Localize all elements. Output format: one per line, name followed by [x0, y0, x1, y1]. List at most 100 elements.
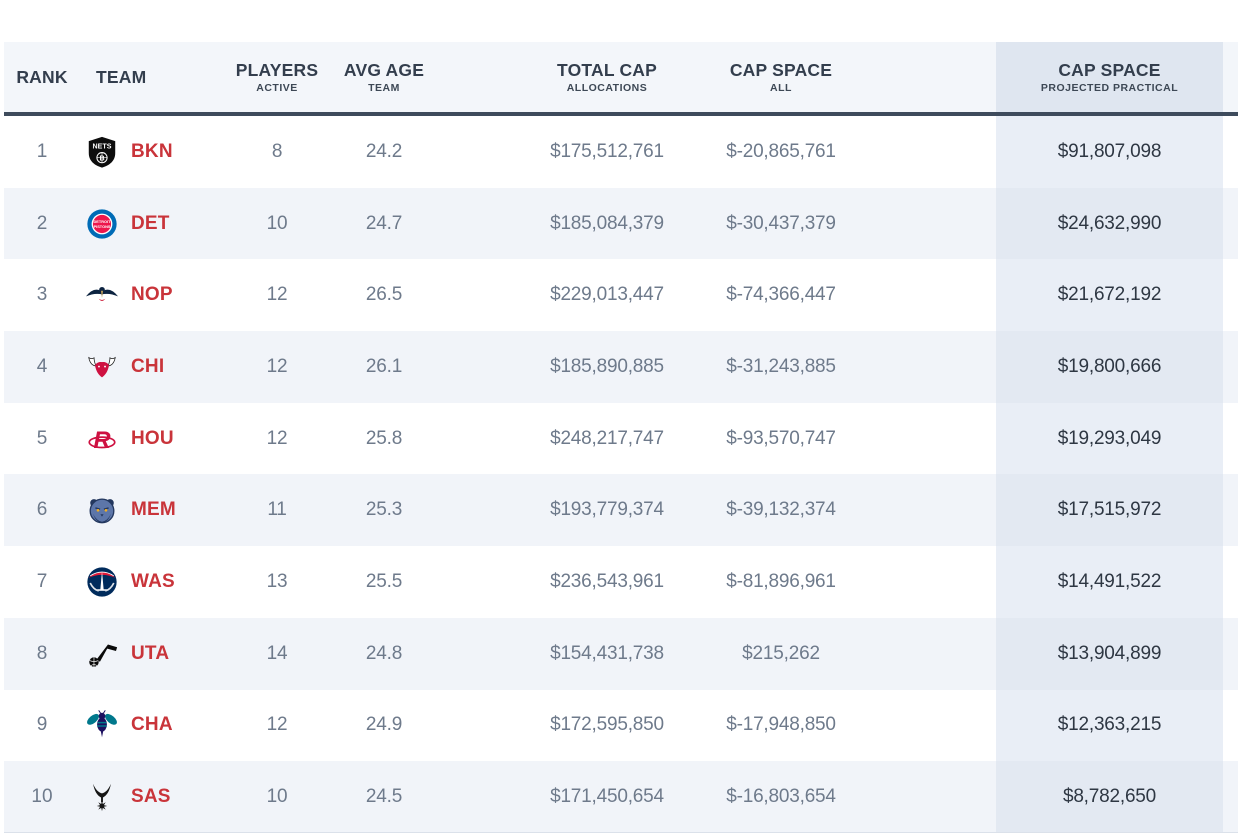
players-active-cell: 12	[266, 714, 288, 736]
rank-cell: 2	[36, 212, 48, 234]
cap-space-all-cell: $-16,803,654	[726, 785, 836, 807]
total-cap-cell: $229,013,447	[550, 284, 664, 306]
players-active-cell: 13	[266, 570, 288, 592]
cap-space-table: RANK TEAM PLAYERS ACTIVE AVG AGE TEAM TO…	[4, 42, 1238, 833]
column-header-team[interactable]: TEAM	[96, 66, 147, 87]
team-abbreviation[interactable]: MEM	[131, 499, 176, 521]
rank-cell: 1	[36, 140, 48, 162]
total-cap-cell: $171,450,654	[550, 785, 664, 807]
avg-age-cell: 26.5	[365, 284, 403, 306]
row-spacer	[1223, 259, 1238, 331]
players-active-cell: 10	[266, 785, 288, 807]
grizzlies-logo	[85, 493, 119, 527]
row-spacer	[1223, 331, 1238, 403]
nets-logo: NETS B	[88, 136, 116, 168]
cap-space-projected-cell: $24,632,990	[996, 187, 1223, 260]
column-header-players[interactable]: PLAYERS ACTIVE	[235, 59, 319, 95]
team-abbreviation[interactable]: HOU	[131, 427, 174, 449]
table-row: 7 WAS 13 25.5 $236,543,961 $-81,896,961 …	[4, 546, 1238, 618]
team-abbreviation[interactable]: SAS	[131, 785, 171, 807]
cap-space-all-cell: $-81,896,961	[726, 570, 836, 592]
row-spacer	[868, 331, 996, 403]
cap-space-all-cell: $-20,865,761	[726, 140, 836, 162]
team-abbreviation[interactable]: BKN	[131, 140, 173, 162]
cap-space-projected-cell: $21,672,192	[996, 259, 1223, 332]
cap-space-projected-cell: $19,800,666	[996, 331, 1223, 403]
avg-age-cell: 25.3	[365, 499, 403, 521]
team-cell[interactable]: UTA	[80, 618, 224, 690]
cap-space-all-cell: $215,262	[742, 642, 820, 664]
rank-cell: 6	[36, 499, 48, 521]
team-abbreviation[interactable]: WAS	[131, 570, 175, 592]
row-spacer	[438, 690, 520, 762]
team-abbreviation[interactable]: CHI	[131, 355, 165, 377]
column-header-cap-space-projected[interactable]: CAP SPACE PROJECTED PRACTICAL	[996, 42, 1223, 112]
team-cell[interactable]: NOP	[80, 259, 224, 331]
svg-text:R: R	[93, 428, 110, 454]
svg-text:DETROIT: DETROIT	[94, 218, 112, 223]
cap-space-all-cell: $-17,948,850	[726, 714, 836, 736]
total-cap-cell: $175,512,761	[550, 140, 664, 162]
row-spacer	[438, 331, 520, 403]
column-header-rank[interactable]: RANK	[16, 66, 68, 87]
row-spacer	[438, 761, 520, 832]
row-spacer	[868, 403, 996, 475]
row-spacer	[868, 618, 996, 690]
cap-space-projected-cell: $19,293,049	[996, 402, 1223, 475]
team-cell[interactable]: CHA	[80, 690, 224, 762]
team-abbreviation[interactable]: UTA	[131, 642, 170, 664]
table-row: 6 MEM 11 25.3 $193,779,374 $-39,132,374 …	[4, 474, 1238, 547]
table-row: 9 CHA 12 24.9 $172,595,850 $-17,948,850 …	[4, 689, 1238, 762]
nets-logo: NETS B	[85, 135, 119, 169]
total-cap-cell: $236,543,961	[550, 570, 664, 592]
players-active-cell: 10	[266, 212, 288, 234]
cap-space-projected-cell: $13,904,899	[996, 617, 1223, 690]
row-spacer	[868, 546, 996, 618]
team-cell[interactable]: WAS	[80, 546, 224, 618]
jazz-logo	[85, 637, 119, 671]
team-cell[interactable]: CHI	[80, 331, 224, 403]
row-spacer	[1223, 474, 1238, 546]
table-header: RANK TEAM PLAYERS ACTIVE AVG AGE TEAM TO…	[4, 42, 1238, 116]
total-cap-cell: $185,084,379	[550, 212, 664, 234]
row-spacer	[868, 116, 996, 188]
pelicans-logo	[85, 287, 119, 302]
team-cell[interactable]: R HOU	[80, 403, 224, 475]
rank-cell: 4	[36, 355, 48, 377]
column-header-cap-space-all[interactable]: CAP SPACE ALL	[729, 59, 833, 95]
rank-cell: 7	[36, 570, 48, 592]
table-row: 8 UTA 14 24.8 $154,431,738 $215,262 $13,…	[4, 617, 1238, 690]
wizards-logo	[87, 567, 117, 597]
avg-age-cell: 24.2	[365, 140, 403, 162]
team-cell[interactable]: SAS	[80, 761, 224, 832]
team-cell[interactable]: MEM	[80, 474, 224, 546]
rank-cell: 5	[36, 427, 48, 449]
column-header-avg-age[interactable]: AVG AGE TEAM	[343, 59, 425, 95]
players-active-cell: 8	[271, 140, 283, 162]
bulls-logo	[88, 356, 116, 378]
table-row: 1 NETS B BKN 8 24.2 $175,512,761 $-20,86…	[4, 116, 1238, 188]
row-spacer	[438, 618, 520, 690]
team-abbreviation[interactable]: DET	[131, 212, 170, 234]
table-row: 5 R HOU 12 25.8 $248,217,747 $-93,570,74…	[4, 402, 1238, 475]
rank-cell: 3	[36, 284, 48, 306]
rockets-logo: R	[85, 422, 119, 456]
total-cap-cell: $193,779,374	[550, 499, 664, 521]
cap-space-projected-cell: $14,491,522	[996, 546, 1223, 618]
header-spacer	[438, 42, 520, 112]
column-header-total-cap[interactable]: TOTAL CAP ALLOCATIONS	[557, 59, 657, 95]
row-spacer	[438, 188, 520, 260]
team-cell[interactable]: DETROIT PISTONS DET	[80, 188, 224, 260]
total-cap-cell: $172,595,850	[550, 714, 664, 736]
table-row: 3 NOP 12 26.5 $229,013,447 $-74,366,447 …	[4, 259, 1238, 332]
total-cap-cell: $185,890,885	[550, 355, 664, 377]
table-row: 4 CHI 12 26.1 $185,890,885 $-31,243,885 …	[4, 331, 1238, 403]
team-abbreviation[interactable]: CHA	[131, 714, 173, 736]
row-spacer	[1223, 546, 1238, 618]
table-row: 10 SAS 10 24.5 $171,450,654 $-16,803,654…	[4, 761, 1238, 833]
avg-age-cell: 25.5	[365, 570, 403, 592]
row-spacer	[1223, 618, 1238, 690]
row-spacer	[868, 188, 996, 260]
team-cell[interactable]: NETS B BKN	[80, 116, 224, 188]
team-abbreviation[interactable]: NOP	[131, 284, 173, 306]
